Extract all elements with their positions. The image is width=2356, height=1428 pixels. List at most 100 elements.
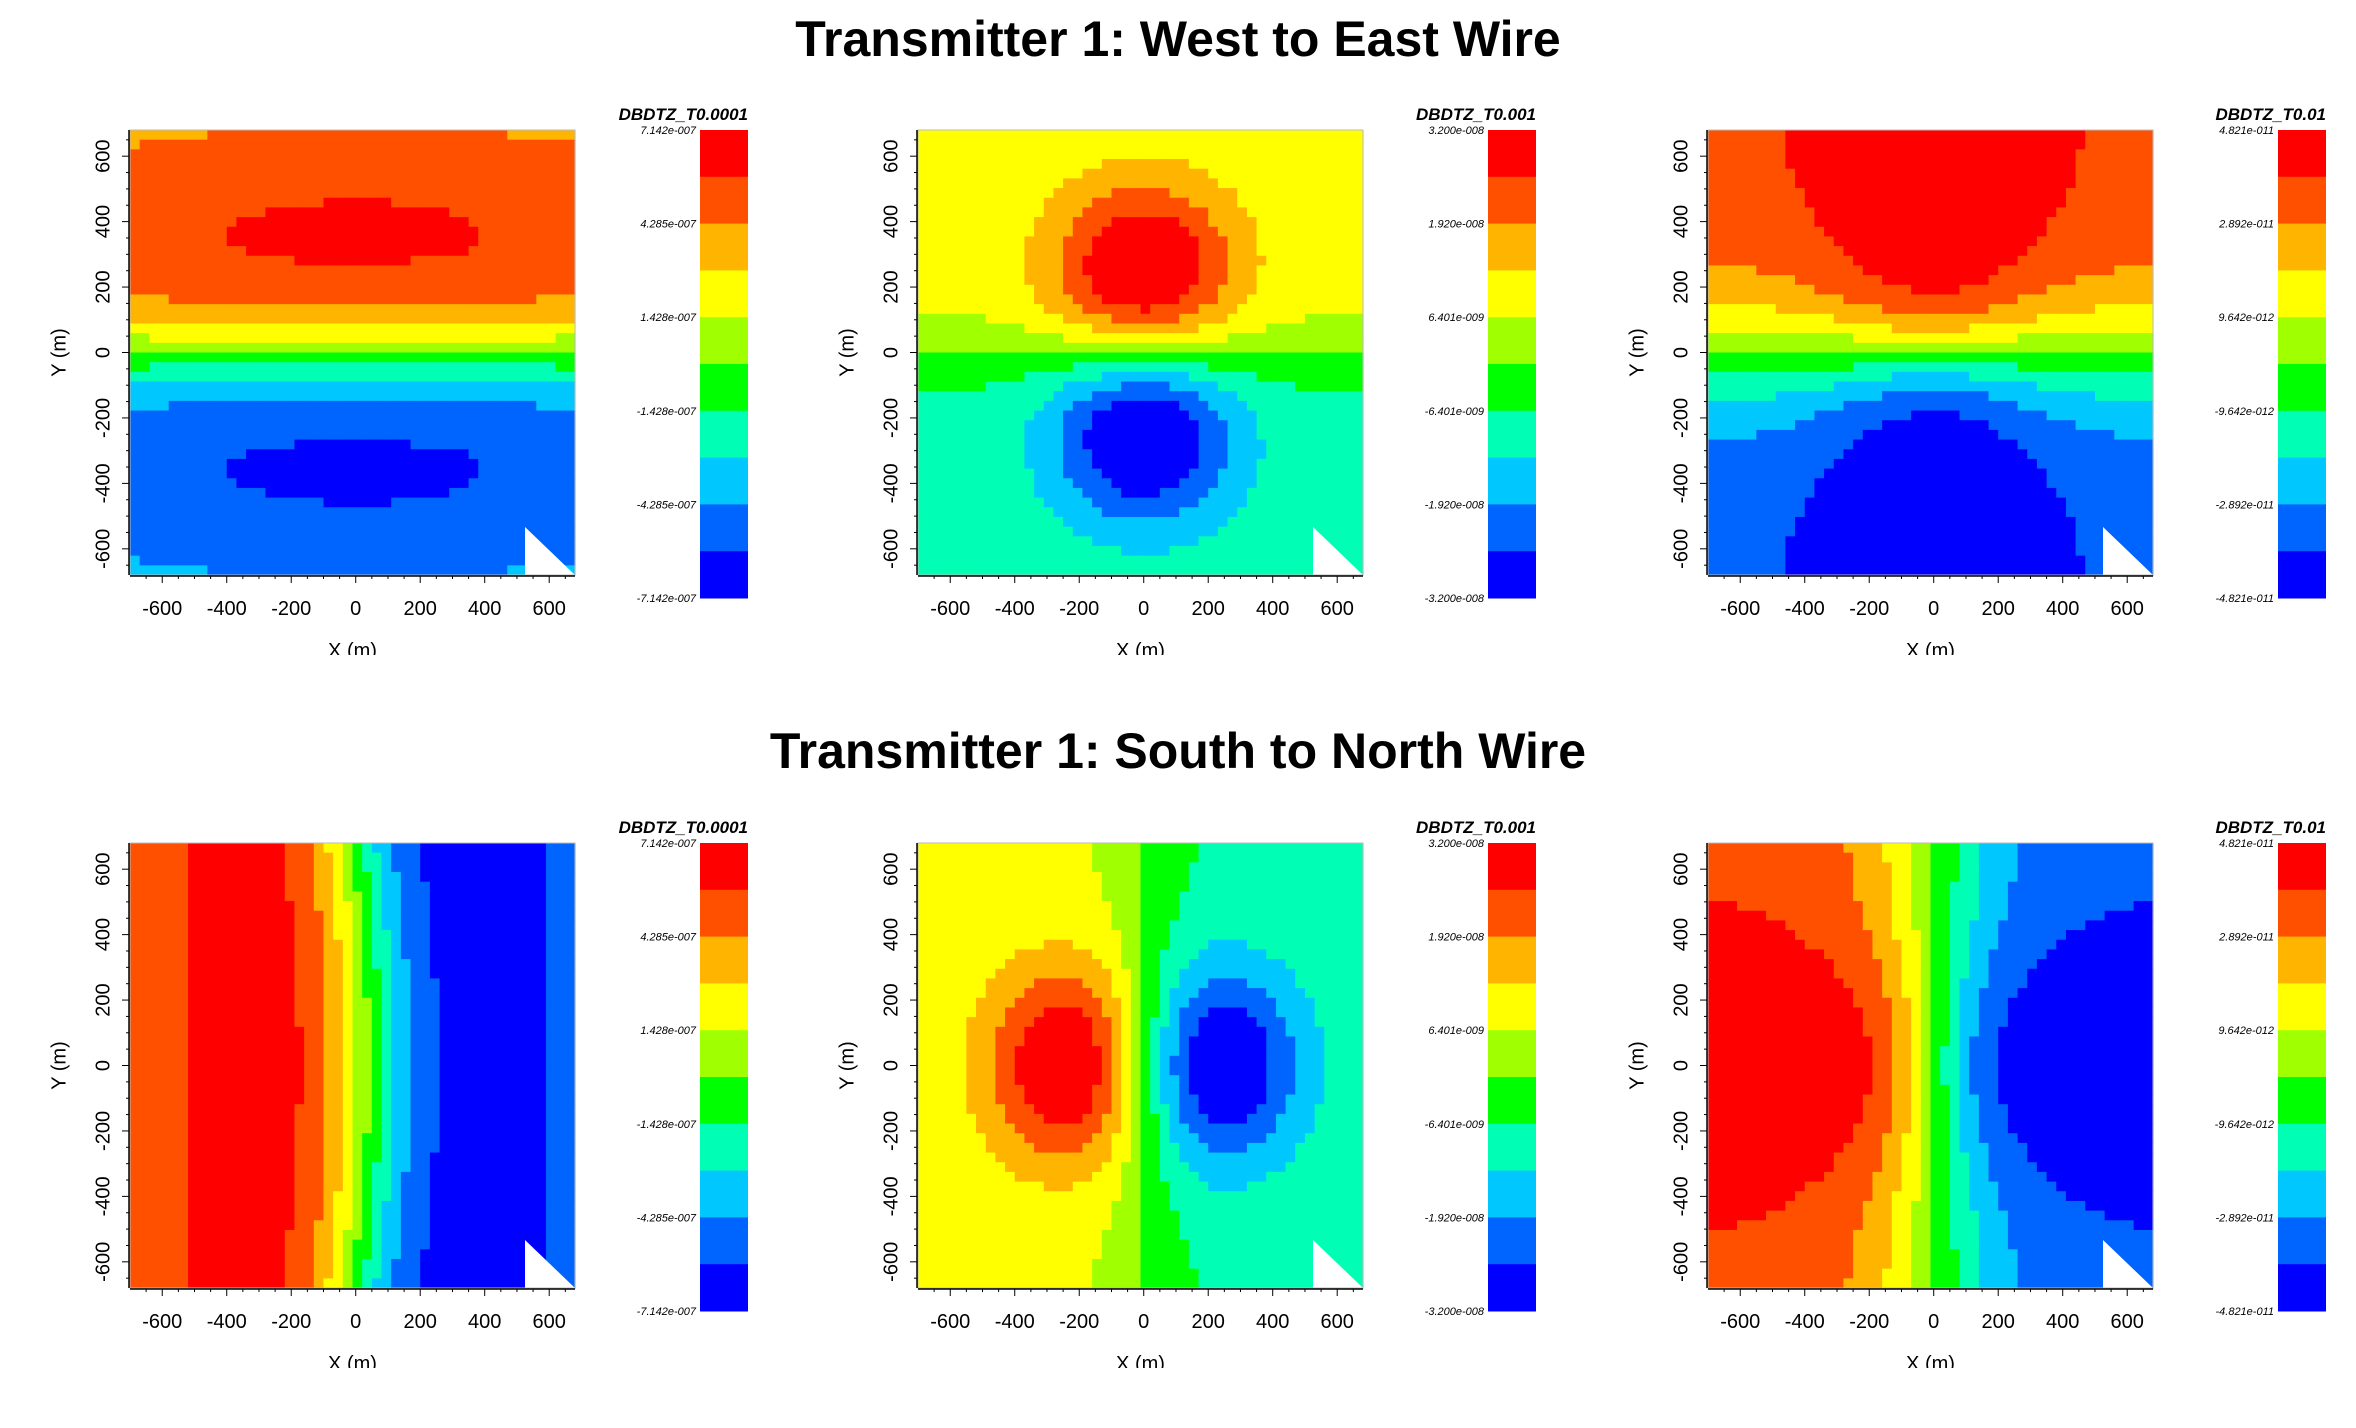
heatmap-cell bbox=[1275, 516, 1287, 528]
heatmap-cell bbox=[497, 555, 508, 566]
heatmap-cell bbox=[1159, 255, 1171, 267]
heatmap-cell bbox=[1130, 226, 1142, 238]
heatmap-cell bbox=[1295, 381, 1306, 392]
heatmap-cell bbox=[1314, 168, 1325, 179]
heatmap-cell bbox=[497, 168, 508, 179]
heatmap-cell bbox=[1179, 545, 1190, 557]
heatmap-cell bbox=[1804, 323, 1816, 334]
heatmap-cell bbox=[468, 139, 479, 150]
heatmap-cell bbox=[526, 400, 537, 412]
heatmap-cell bbox=[1266, 265, 1277, 276]
heatmap-cell bbox=[1795, 275, 1806, 286]
heatmap-cell bbox=[1775, 516, 1786, 528]
heatmap-cell bbox=[507, 149, 518, 160]
heatmap-cell bbox=[1746, 439, 1757, 450]
heatmap-cell bbox=[362, 507, 373, 518]
heatmap-cell bbox=[1708, 149, 1719, 160]
heatmap-cell bbox=[1775, 207, 1786, 218]
heatmap-cell bbox=[1708, 313, 1719, 325]
heatmap-cell bbox=[439, 497, 450, 508]
heatmap-cell bbox=[927, 130, 938, 141]
heatmap-cell bbox=[1295, 217, 1306, 228]
heatmap-cell bbox=[1795, 304, 1806, 315]
heatmap-cell bbox=[1043, 294, 1055, 305]
heatmap-cell bbox=[1785, 149, 1796, 160]
heatmap-cell bbox=[487, 516, 499, 528]
heatmap-cell bbox=[1275, 371, 1287, 383]
heatmap-cell bbox=[139, 371, 150, 383]
heatmap-cell bbox=[1217, 507, 1229, 518]
heatmap-cell bbox=[1101, 188, 1113, 199]
heatmap-cell bbox=[1304, 458, 1316, 470]
heatmap-cell bbox=[966, 449, 977, 460]
heatmap-cell bbox=[1053, 545, 1064, 557]
heatmap-cell bbox=[139, 565, 150, 576]
heatmap-cell bbox=[1256, 236, 1267, 247]
heatmap-cell bbox=[985, 255, 996, 267]
heatmap-cell bbox=[1343, 371, 1354, 383]
heatmap-cell bbox=[207, 420, 218, 431]
heatmap-cell bbox=[1169, 352, 1180, 363]
heatmap-cell bbox=[1295, 313, 1306, 325]
heatmap-cell bbox=[1159, 226, 1171, 238]
heatmap-cell bbox=[275, 536, 286, 547]
heatmap-cell bbox=[487, 265, 499, 276]
heatmap-cell bbox=[188, 497, 199, 508]
heatmap-cell bbox=[976, 458, 987, 470]
heatmap-cell bbox=[1072, 265, 1084, 276]
heatmap-cell bbox=[995, 255, 1006, 267]
heatmap-cell bbox=[947, 555, 958, 566]
heatmap-cell bbox=[1101, 410, 1113, 421]
heatmap-cell bbox=[159, 313, 170, 325]
heatmap-cell bbox=[381, 130, 392, 141]
heatmap-cell bbox=[1285, 149, 1296, 160]
heatmap-cell bbox=[1159, 439, 1171, 450]
heatmap-cell bbox=[139, 478, 150, 489]
heatmap-cell bbox=[1708, 371, 1719, 383]
heatmap-cell bbox=[1285, 313, 1296, 325]
heatmap-cell bbox=[1188, 410, 1200, 421]
heatmap-cell bbox=[236, 362, 247, 373]
heatmap-cell bbox=[1082, 168, 1093, 179]
heatmap-cell bbox=[1275, 265, 1287, 276]
heatmap-cell bbox=[1275, 362, 1287, 373]
heatmap-cell bbox=[497, 352, 508, 363]
heatmap-cell bbox=[1150, 255, 1161, 267]
heatmap-cell bbox=[1275, 275, 1287, 286]
heatmap-cell bbox=[139, 555, 150, 566]
heatmap-cell bbox=[391, 420, 402, 431]
heatmap-cell bbox=[342, 265, 354, 276]
heatmap-cell bbox=[323, 410, 334, 421]
heatmap-cell bbox=[1034, 294, 1045, 305]
heatmap-cell bbox=[1766, 420, 1777, 431]
heatmap-cell bbox=[487, 188, 499, 199]
heatmap-cell bbox=[536, 400, 547, 412]
heatmap-cell bbox=[1737, 507, 1748, 518]
heatmap-cell bbox=[304, 371, 315, 383]
heatmap-cell bbox=[197, 381, 208, 392]
heatmap-cell bbox=[1188, 420, 1200, 431]
heatmap-cell bbox=[1208, 313, 1219, 325]
heatmap-cell bbox=[1140, 178, 1151, 189]
heatmap-cell bbox=[1756, 371, 1767, 383]
heatmap-cell bbox=[555, 226, 566, 238]
heatmap-cell bbox=[1150, 236, 1161, 247]
heatmap-cell bbox=[947, 246, 958, 257]
heatmap-cell bbox=[207, 352, 218, 363]
heatmap-cell bbox=[1014, 371, 1026, 383]
heatmap-cell bbox=[1159, 536, 1171, 547]
heatmap-cell bbox=[1053, 313, 1064, 325]
colorbar-swatch bbox=[700, 527, 748, 552]
heatmap-cell bbox=[1188, 391, 1200, 402]
heatmap-cell bbox=[1063, 226, 1074, 238]
heatmap-cell bbox=[139, 410, 150, 421]
heatmap-cell bbox=[313, 149, 325, 160]
heatmap-cell bbox=[1727, 188, 1738, 199]
heatmap-cell bbox=[1092, 255, 1103, 267]
heatmap-cell bbox=[1775, 284, 1786, 296]
heatmap-cell bbox=[168, 178, 179, 189]
heatmap-cell bbox=[507, 130, 518, 141]
heatmap-cell bbox=[159, 555, 170, 566]
heatmap-cell bbox=[555, 342, 566, 354]
heatmap-cell bbox=[246, 410, 257, 421]
